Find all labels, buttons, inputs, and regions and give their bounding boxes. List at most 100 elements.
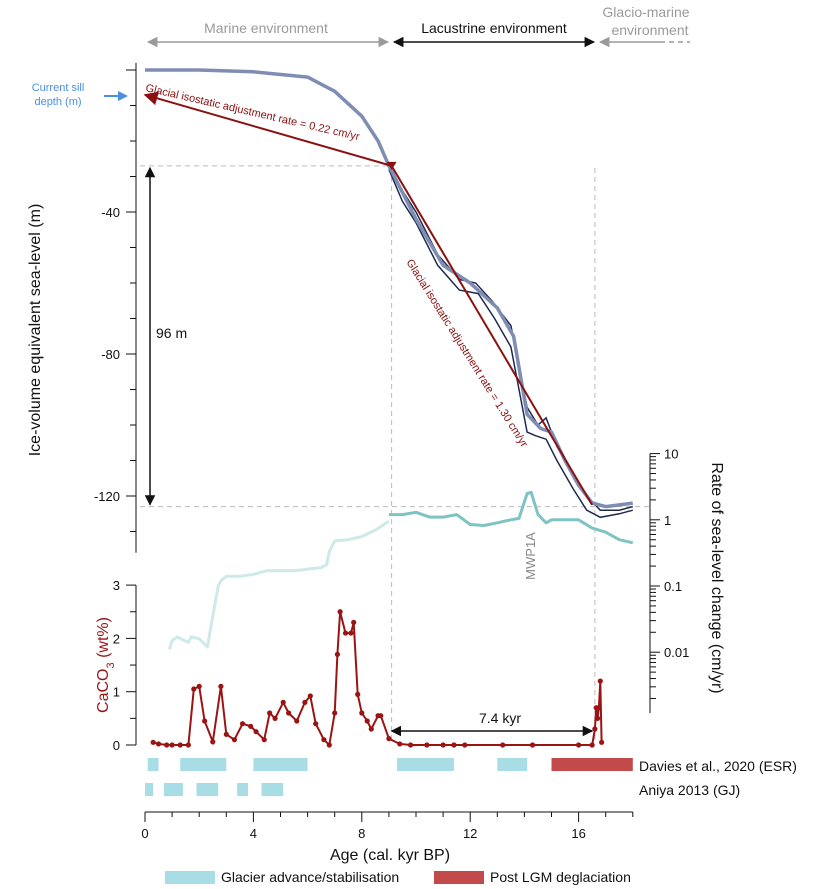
- caco3-point: [231, 737, 238, 743]
- caco3-point: [313, 721, 319, 727]
- caco3-point: [451, 742, 457, 748]
- caco3-label-main: CaCO: [95, 669, 112, 713]
- duration-label: 7.4 kyr: [479, 710, 521, 726]
- glacier-advance-bar: [261, 783, 284, 796]
- caco3-point: [321, 737, 327, 743]
- gia-high-label: Glacial isostatic adjustment rate = 1.30…: [403, 257, 529, 450]
- caco3-point: [386, 736, 392, 742]
- x-axis-tick-label: 12: [463, 826, 477, 841]
- caco3-point: [218, 683, 224, 689]
- caco3-tick-label: 0: [113, 738, 120, 753]
- glacier-advance-bar: [397, 758, 454, 771]
- rate-series-early: [167, 520, 390, 650]
- caco3-point: [272, 715, 278, 721]
- caco3-point: [351, 619, 357, 626]
- caco3-point: [196, 683, 202, 689]
- glacier-bars: [145, 758, 633, 796]
- bar-row-label-davies: Davies et al., 2020 (ESR): [639, 758, 797, 774]
- legend-glacier-label: Glacier advance/stabilisation: [221, 869, 399, 885]
- caco3-point: [332, 710, 338, 716]
- caco3-point: [576, 742, 582, 748]
- rate-tick-label: 0.1: [664, 579, 682, 594]
- glacio-marine-label-2: environment: [611, 22, 688, 38]
- caco3-point: [191, 686, 197, 692]
- caco3-point: [424, 742, 430, 748]
- caco3-point: [248, 723, 254, 729]
- caco3-point: [185, 742, 191, 748]
- sea-level-tick-label: -40: [101, 205, 120, 220]
- caco3-line: [152, 611, 603, 748]
- glacier-advance-bar: [497, 758, 528, 771]
- legend-lgm-swatch: [434, 871, 484, 884]
- lgm-deglaciation-bar: [551, 758, 633, 771]
- rate-tick-label: 1: [664, 513, 671, 528]
- rate-series-late: [388, 490, 634, 545]
- caco3-point: [368, 726, 374, 732]
- caco3-point: [359, 710, 365, 716]
- caco3-label-sub: 3: [105, 662, 117, 668]
- gia-arrows: [143, 91, 594, 506]
- caco3-tick-label: 1: [113, 685, 120, 700]
- glacier-advance-bar: [147, 758, 159, 771]
- caco3-point: [155, 741, 162, 747]
- caco3-point: [202, 718, 208, 724]
- caco3-point: [302, 699, 308, 705]
- caco3-point: [597, 678, 603, 684]
- caco3-point: [261, 737, 267, 743]
- legend: Glacier advance/stabilisation Post LGM d…: [165, 869, 631, 885]
- caco3-point: [596, 705, 602, 711]
- rate-tick-label: 0.01: [664, 645, 689, 660]
- legend-glacier-swatch: [165, 871, 215, 884]
- x-axis-label: Age (cal. kyr BP): [330, 847, 450, 864]
- lacustrine-environment-label: Lacustrine environment: [421, 20, 567, 36]
- x-axis-tick-label: 16: [571, 826, 585, 841]
- caco3-point: [364, 718, 370, 724]
- glacier-advance-bar: [237, 783, 248, 796]
- caco3-point: [169, 742, 175, 748]
- sea-level-bound-lower: [388, 169, 633, 519]
- gia-origin-marker: [386, 161, 397, 170]
- y-axis-sea-level-label: Ice-volume equivalent sea-level (m): [27, 204, 44, 457]
- caco3-point: [150, 739, 156, 745]
- caco3-point: [253, 729, 259, 735]
- caco3-point: [592, 726, 598, 732]
- sill-arrow-head: [118, 91, 128, 101]
- guide-lines: [140, 165, 650, 742]
- bar-row-label-aniya: Aniya 2013 (GJ): [639, 782, 740, 798]
- sea-level-tick-label: -80: [101, 347, 120, 362]
- caco3-point: [210, 739, 216, 745]
- caco3-point: [462, 742, 468, 748]
- mwp1a-label: MWP1A: [523, 532, 538, 580]
- y-axis-rate-label: Rate of sea-level change (cm/yr): [708, 462, 725, 693]
- caco3-series: [150, 609, 605, 748]
- rate-tick-label: 10: [664, 447, 678, 462]
- caco3-point: [307, 693, 313, 699]
- caco3-label-unit: (wt%): [95, 617, 112, 662]
- caco3-point: [239, 721, 246, 727]
- caco3-point: [407, 742, 414, 748]
- sea-level-bound-upper: [388, 165, 633, 511]
- gia-low-label: Glacial isostatic adjustment rate = 0.22…: [144, 82, 361, 143]
- sill-label-2: depth (m): [34, 96, 81, 108]
- x-axis-tick-label: 8: [358, 826, 365, 841]
- caco3-point: [355, 691, 361, 697]
- caco3-point: [599, 739, 605, 745]
- caco3-point: [342, 630, 349, 636]
- caco3-point: [223, 731, 229, 737]
- caco3-point: [594, 715, 601, 721]
- sea-level-main-curve: [145, 68, 634, 509]
- caco3-point: [337, 609, 343, 615]
- glacier-advance-bar: [196, 783, 219, 796]
- caco3-point: [589, 742, 595, 748]
- caco3-point: [294, 718, 300, 724]
- glacier-advance-bar: [253, 758, 308, 771]
- sea-level-tick-label: -120: [94, 489, 120, 504]
- caco3-point: [267, 710, 273, 716]
- sill-label-1: Current sill: [32, 82, 85, 94]
- caco3-point: [529, 742, 536, 748]
- glacier-advance-bar: [180, 758, 227, 771]
- glacio-marine-label-1: Glacio-marine: [602, 4, 689, 20]
- x-axis-tick-label: 0: [141, 826, 148, 841]
- span-label: 96 m: [156, 325, 187, 341]
